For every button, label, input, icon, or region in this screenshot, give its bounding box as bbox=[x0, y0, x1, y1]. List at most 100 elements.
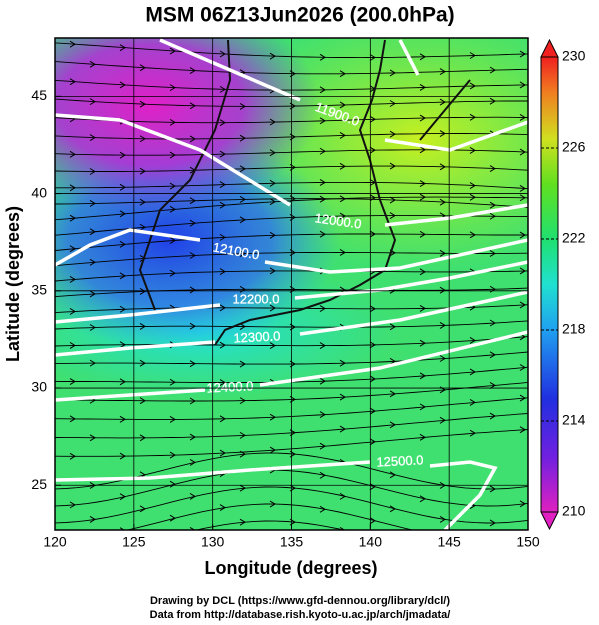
streamline-arrow bbox=[139, 135, 146, 143]
x-tick-label: 135 bbox=[280, 534, 304, 550]
streamline-arrow bbox=[239, 431, 246, 439]
streamline-arrow bbox=[519, 500, 526, 508]
map-field: 11900.012000.012100.012200.012300.012400… bbox=[55, 38, 528, 556]
streamline-arrow bbox=[219, 201, 226, 209]
streamline-arrow bbox=[219, 268, 226, 276]
streamline-arrow bbox=[169, 118, 176, 126]
streamline-arrow bbox=[119, 415, 126, 423]
streamline-arrow bbox=[69, 245, 76, 253]
streamline-arrow bbox=[69, 308, 76, 315]
streamline-arrow bbox=[389, 130, 396, 138]
streamline-arrow bbox=[89, 134, 96, 141]
streamline-arrow bbox=[489, 212, 496, 220]
colorbar-tick-label: 230 bbox=[562, 48, 586, 64]
streamline-arrow bbox=[439, 198, 446, 206]
streamline-arrow bbox=[390, 540, 395, 546]
streamline-arrow bbox=[189, 433, 196, 441]
streamline-arrow bbox=[139, 223, 146, 231]
streamline bbox=[55, 413, 528, 439]
streamline-arrow bbox=[89, 515, 96, 523]
streamline-arrow bbox=[319, 179, 326, 186]
streamline-arrow bbox=[319, 411, 326, 419]
colorbar-tick-label: 214 bbox=[562, 412, 586, 428]
streamline-arrow bbox=[389, 100, 396, 107]
streamline-arrow bbox=[169, 415, 176, 423]
streamline-arrow bbox=[319, 505, 326, 513]
streamline-arrow bbox=[439, 249, 446, 257]
colorbar-extend bbox=[540, 511, 559, 531]
streamline-arrow bbox=[139, 505, 146, 513]
streamline-arrow bbox=[419, 305, 426, 312]
streamline-arrow bbox=[189, 197, 196, 205]
contour-label: 12400.0 bbox=[206, 378, 254, 395]
streamline bbox=[55, 287, 528, 298]
streamline-arrow bbox=[519, 426, 526, 434]
streamline-arrow bbox=[239, 216, 246, 224]
streamline-arrow bbox=[369, 483, 376, 491]
streamline-arrow bbox=[319, 471, 326, 479]
streamline-arrow bbox=[419, 403, 426, 411]
streamline bbox=[55, 198, 528, 208]
streamline bbox=[194, 520, 346, 530]
streamline-arrow bbox=[469, 368, 476, 376]
x-tick-label: 145 bbox=[437, 534, 461, 550]
streamline-arrow bbox=[69, 184, 76, 192]
streamline-arrow bbox=[439, 321, 446, 329]
streamline-arrow bbox=[169, 47, 176, 55]
streamline-arrow bbox=[169, 205, 176, 213]
footer-line: Data from http://database.rish.kyoto-u.a… bbox=[150, 609, 451, 621]
y-tick-label: 25 bbox=[31, 476, 47, 492]
streamline-arrow bbox=[189, 252, 196, 259]
streamline-arrow bbox=[469, 146, 476, 154]
streamline-arrow bbox=[219, 504, 226, 512]
streamline-arrow bbox=[339, 70, 346, 78]
streamline-arrow bbox=[269, 179, 276, 187]
streamline-arrow bbox=[189, 458, 196, 466]
streamline bbox=[55, 165, 528, 172]
streamline bbox=[55, 42, 528, 59]
streamline-arrow bbox=[139, 323, 146, 330]
streamline-arrow bbox=[69, 342, 76, 349]
streamline-arrow bbox=[519, 194, 526, 202]
streamline-arrow bbox=[419, 193, 426, 201]
streamline-arrow bbox=[139, 397, 146, 405]
streamline-arrow bbox=[269, 118, 276, 126]
streamline-arrow bbox=[319, 342, 326, 350]
y-tick-label: 40 bbox=[31, 184, 47, 200]
streamline-arrow bbox=[189, 322, 196, 330]
streamline-arrow bbox=[369, 146, 376, 154]
streamline-arrow bbox=[239, 518, 246, 526]
streamline-arrow bbox=[469, 398, 476, 406]
streamline-arrow bbox=[339, 131, 346, 139]
contours: 11900.012000.012100.012200.012300.012400… bbox=[55, 38, 528, 530]
streamline-arrow bbox=[219, 379, 226, 386]
colorbar-extend bbox=[540, 38, 559, 58]
streamline-arrow bbox=[119, 240, 126, 248]
streamline-arrow bbox=[489, 412, 496, 420]
streamline-arrow bbox=[489, 97, 496, 105]
streamline-arrow bbox=[519, 81, 526, 89]
streamline-arrow bbox=[389, 196, 396, 204]
streamline-arrow bbox=[319, 117, 326, 125]
streamline bbox=[55, 196, 528, 221]
streamline-arrow bbox=[419, 146, 426, 154]
streamline-arrow bbox=[119, 44, 126, 52]
streamline-arrow bbox=[419, 433, 426, 441]
streamline-arrow bbox=[339, 492, 346, 500]
streamline-arrow bbox=[369, 305, 376, 313]
streamline-arrow bbox=[119, 183, 126, 191]
streamline-arrow bbox=[389, 323, 396, 331]
streamline-arrow bbox=[489, 66, 496, 74]
streamline-arrow bbox=[439, 130, 446, 137]
streamline-arrow bbox=[469, 429, 476, 437]
streamline-arrow bbox=[389, 69, 396, 77]
streamline bbox=[55, 320, 528, 330]
streamline-arrow bbox=[269, 342, 276, 350]
streamline-arrow bbox=[119, 493, 126, 501]
streamline bbox=[55, 486, 528, 524]
streamline-arrow bbox=[489, 381, 496, 389]
streamline bbox=[55, 397, 528, 420]
streamline-arrow bbox=[119, 151, 126, 159]
streamline-arrow bbox=[440, 550, 445, 556]
streamline bbox=[55, 233, 528, 251]
